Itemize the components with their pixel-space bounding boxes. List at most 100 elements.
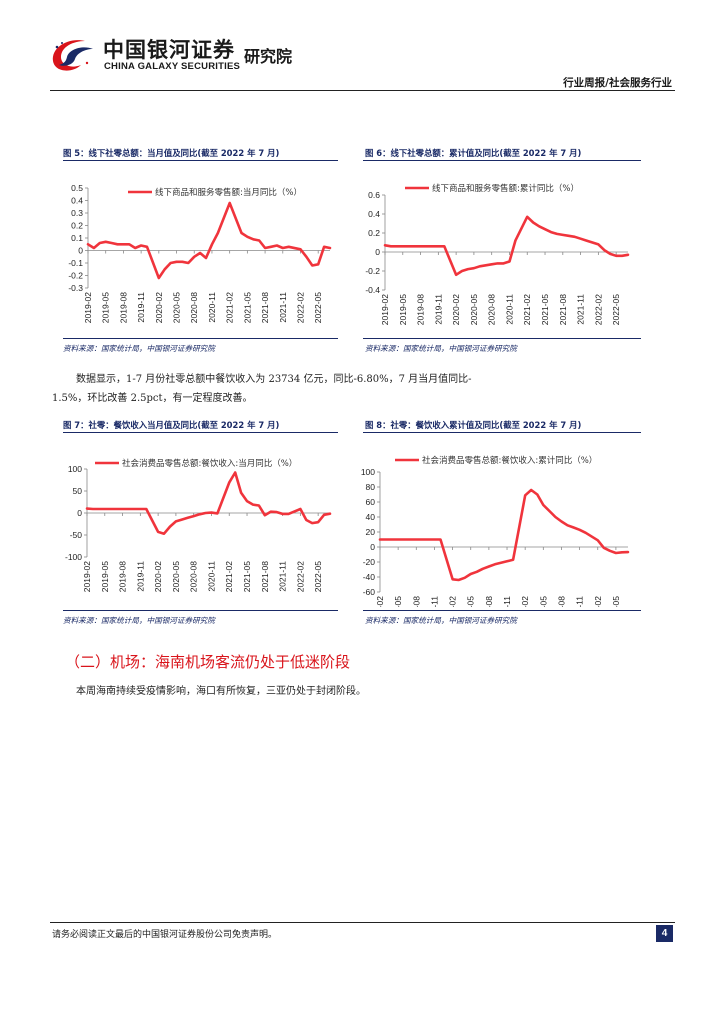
x-tick-label: 2019-08 [118, 561, 128, 592]
x-tick-label: 2019-08 [411, 596, 421, 607]
x-tick-label: 2020-05 [466, 596, 476, 607]
y-tick-label: -50 [70, 530, 83, 540]
y-tick-label: 0.1 [71, 233, 83, 243]
y-tick-label: 50 [73, 486, 83, 496]
y-tick-label: 40 [366, 512, 376, 522]
figure-5-title: 图 5：线下社零总额：当月值及同比(截至 2022 年 7 月) [63, 148, 280, 158]
x-tick-label: 2021-11 [278, 561, 288, 592]
x-tick-label: 2021-05 [242, 561, 252, 592]
figure-7-source: 资料来源：国家统计局，中国银河证券研究院 [63, 616, 215, 625]
x-tick-label: 2019-02 [375, 596, 385, 607]
report-category: 行业周报/社会服务行业 [563, 77, 672, 89]
x-tick-label: 2020-08 [487, 294, 497, 325]
y-tick-label: -0.2 [68, 271, 83, 281]
footer-disclaimer: 请务必阅读正文最后的中国银河证券股份公司免责声明。 [52, 930, 278, 940]
x-tick-label: 2022-05 [313, 292, 323, 323]
x-tick-label: 2020-11 [207, 292, 217, 323]
x-tick-label: 2019-05 [101, 292, 111, 323]
figure-8-chart: 100 80 60 40 20 0 -20 -40 -602019-02 2019-05 2019-… [361, 455, 630, 607]
x-tick-label: 2020-02 [154, 292, 164, 323]
y-tick-label: 20 [366, 527, 376, 537]
x-tick-label: 2020-08 [484, 596, 494, 607]
x-tick-label: 2021-11 [278, 292, 288, 323]
company-logo [47, 33, 95, 77]
figure-6-source: 资料来源：国家统计局，中国银河证券研究院 [365, 344, 517, 353]
x-tick-label: 2019-11 [136, 292, 146, 323]
x-tick-label: 2020-11 [504, 294, 514, 325]
logo-english-name: CHINA GALAXY SECURITIES [104, 61, 241, 72]
y-tick-label: -60 [363, 587, 376, 597]
institute-name: 研究院 [244, 47, 293, 66]
x-tick-label: 2020-05 [172, 292, 182, 323]
figure-8-source: 资料来源：国家统计局，中国银河证券研究院 [365, 616, 517, 625]
x-tick-label: 2019-11 [433, 294, 443, 325]
x-tick-label: 2022-05 [611, 294, 621, 325]
figure-7-title-rule [63, 432, 338, 433]
y-tick-label: 100 [361, 467, 375, 477]
figure-7-source-rule [63, 610, 338, 611]
y-tick-label: 0 [370, 542, 375, 552]
x-tick-label: 2019-02 [380, 294, 390, 325]
x-tick-label: 2021-08 [260, 561, 270, 592]
figure-5-source-rule [63, 338, 338, 339]
x-tick-label: 2020-02 [448, 596, 458, 607]
x-tick-label: 2020-11 [206, 561, 216, 592]
y-tick-label: 0.4 [71, 196, 83, 206]
x-tick-label: 2022-05 [611, 596, 621, 607]
y-tick-label: -40 [363, 572, 376, 582]
y-tick-label: -0.4 [365, 285, 380, 295]
logo-chinese-name: 中国银河证券 [103, 38, 235, 62]
y-tick-label: 0.3 [71, 208, 83, 218]
x-tick-label: 2019-11 [429, 596, 439, 607]
header-divider [50, 90, 675, 91]
x-tick-label: 2020-05 [171, 561, 181, 592]
footer-divider [50, 922, 675, 923]
x-tick-label: 2022-02 [593, 294, 603, 325]
x-tick-label: 2021-08 [260, 292, 270, 323]
x-tick-label: 2021-02 [520, 596, 530, 607]
figure-5-source: 资料来源：国家统计局，中国银河证券研究院 [63, 344, 215, 353]
y-tick-label: -0.2 [365, 266, 380, 276]
x-tick-label: 2020-02 [153, 561, 163, 592]
legend-label: 线下商品和服务零售额:累计同比（%） [432, 183, 579, 194]
x-tick-label: 2021-11 [575, 596, 585, 607]
y-tick-label: 60 [366, 497, 376, 507]
figure-8-title-rule [363, 432, 641, 433]
series-line [85, 471, 332, 535]
x-tick-label: 2019-02 [82, 561, 92, 592]
legend-label: 线下商品和服务零售额:当月同比（%） [155, 187, 302, 198]
legend-label: 社会消费品零售总额:餐饮收入:累计同比（%） [422, 455, 597, 466]
x-tick-label: 2020-08 [189, 292, 199, 323]
y-tick-label: -0.3 [68, 283, 83, 293]
x-tick-label: 2021-05 [540, 294, 550, 325]
x-tick-label: 2019-02 [83, 292, 93, 323]
x-tick-label: 2020-02 [451, 294, 461, 325]
x-tick-label: 2022-02 [295, 561, 305, 592]
figure-6-title-rule [363, 160, 641, 161]
y-tick-label: 100 [68, 464, 82, 474]
series-line [378, 488, 630, 582]
x-tick-label: 2021-11 [576, 294, 586, 325]
x-tick-label: 2021-05 [538, 596, 548, 607]
galaxy-logo-icon [52, 40, 93, 71]
x-tick-label: 2020-11 [502, 596, 512, 607]
x-tick-label: 2021-08 [556, 596, 566, 607]
section-heading: （二）机场：海南机场客流仍处于低迷阶段 [65, 653, 351, 671]
page-number: 4 [656, 925, 673, 942]
y-tick-label: 0 [375, 247, 380, 257]
x-tick-label: 2019-08 [118, 292, 128, 323]
figure-8-source-rule [363, 610, 641, 611]
figure-8-title: 图 8：社零：餐饮收入累计值及同比(截至 2022 年 7 月) [365, 420, 582, 430]
y-tick-label: 0.4 [368, 209, 380, 219]
y-tick-label: 0 [77, 508, 82, 518]
figure-5-title-rule [63, 160, 338, 161]
y-tick-label: -0.1 [68, 258, 83, 268]
y-tick-label: -20 [363, 557, 376, 567]
paragraph-1-line-1: 数据显示，1-7 月份社零总额中餐饮收入为 23734 亿元，同比-6.80%，… [76, 374, 472, 385]
x-tick-label: 2019-05 [100, 561, 110, 592]
x-tick-label: 2021-02 [225, 292, 235, 323]
series-line [383, 215, 630, 277]
